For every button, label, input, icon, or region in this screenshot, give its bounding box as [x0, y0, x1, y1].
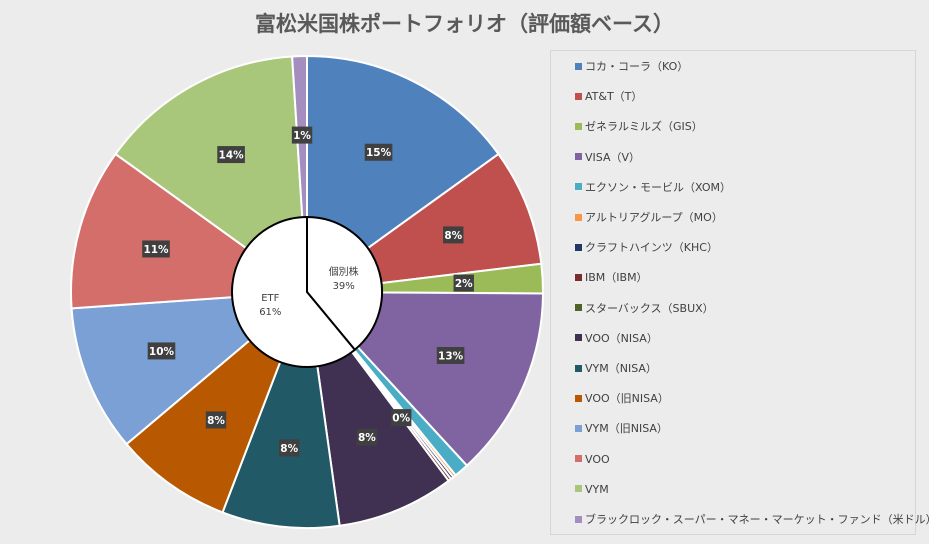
- legend-swatch: [575, 213, 582, 221]
- data-label-box: [436, 346, 465, 364]
- legend-swatch: [575, 304, 582, 312]
- data-label-box: [443, 226, 464, 244]
- data-label-box: [291, 126, 313, 144]
- data-label: 11%: [143, 244, 169, 256]
- data-label-box: [217, 146, 245, 164]
- legend-label: アルトリアグループ（MO）: [585, 211, 723, 224]
- legend-item: VYM: [575, 482, 609, 498]
- legend-label: VOO（NISA）: [585, 331, 658, 345]
- data-label: 13%: [438, 350, 464, 362]
- legend-swatch: [575, 183, 582, 191]
- inner-pie-slice: [306, 215, 383, 352]
- data-label: 8%: [280, 443, 298, 455]
- legend-swatch: [575, 62, 582, 70]
- inner-percent-label: 39%: [333, 281, 355, 292]
- data-label-box: [147, 342, 176, 360]
- inner-percent-label: 61%: [259, 307, 281, 318]
- legend-label: エクソン・モービル（XOM）: [585, 180, 731, 194]
- legend-item: VOO（NISA）: [575, 331, 658, 347]
- legend-swatch: [575, 364, 582, 372]
- data-label-box: [390, 409, 412, 427]
- data-label: 14%: [219, 150, 245, 162]
- legend-label: VYM（NISA）: [585, 362, 657, 375]
- data-label: 8%: [358, 432, 376, 444]
- legend-label: ゼネラルミルズ（GIS）: [585, 120, 703, 134]
- inner-pie-slice: [231, 215, 357, 368]
- legend-label: VYM（旧NISA）: [585, 422, 668, 436]
- legend-item: VOO: [575, 452, 610, 468]
- legend-swatch: [575, 455, 582, 463]
- legend-item: ゼネラルミルズ（GIS）: [575, 119, 703, 135]
- data-label-box: [364, 143, 393, 161]
- legend-item: クラフトハインツ（KHC）: [575, 240, 718, 256]
- legend-item: スターバックス（SBUX）: [575, 301, 714, 317]
- legend-swatch: [575, 153, 582, 161]
- data-label: 8%: [207, 415, 225, 427]
- legend-label: VOO: [585, 452, 610, 466]
- data-label-box: [453, 274, 474, 292]
- data-label-box: [279, 439, 300, 457]
- inner-category-label: ETF: [261, 293, 279, 304]
- legend-swatch: [575, 515, 582, 523]
- legend-label: IBM（IBM）: [585, 271, 648, 285]
- legend-item: VYM（NISA）: [575, 361, 657, 377]
- data-label-box: [205, 411, 227, 429]
- legend-swatch: [575, 394, 582, 402]
- legend-label: VISA（V）: [585, 150, 641, 164]
- legend-label: ブラックロック・スーパー・マネー・マーケット・ファンド（米ドル）: [585, 513, 929, 526]
- legend-label: スターバックス（SBUX）: [585, 301, 714, 315]
- legend-item: コカ・コーラ（KO）: [575, 59, 688, 75]
- legend-item: アルトリアグループ（MO）: [575, 210, 723, 226]
- legend-label: VYM: [585, 482, 609, 496]
- legend-label: コカ・コーラ（KO）: [585, 60, 689, 73]
- legend: コカ・コーラ（KO） AT&T（T） ゼネラルミルズ（GIS） VISA（V） エクソン…: [550, 50, 929, 535]
- legend-label: VOO（旧NISA）: [585, 392, 669, 406]
- data-label-box: [356, 428, 378, 446]
- legend-item: ブラックロック・スーパー・マネー・マーケット・ファンド（米ドル）: [575, 512, 929, 528]
- legend-swatch: [575, 273, 582, 281]
- inner-category-label: 個別株: [329, 265, 359, 278]
- legend-label: AT&T（T）: [585, 90, 643, 104]
- legend-swatch: [575, 122, 582, 130]
- data-label: 0%: [392, 413, 410, 425]
- legend-item: VYM（旧NISA）: [575, 421, 668, 437]
- legend-swatch: [575, 424, 582, 432]
- data-label: 8%: [444, 230, 462, 242]
- legend-item: AT&T（T）: [575, 89, 642, 105]
- legend-item: IBM（IBM）: [575, 270, 648, 286]
- data-label: 15%: [366, 147, 392, 159]
- data-label-box: [142, 240, 170, 258]
- legend-swatch: [575, 485, 582, 493]
- data-label: 2%: [455, 278, 473, 290]
- legend-item: エクソン・モービル（XOM）: [575, 180, 731, 196]
- legend-swatch: [575, 92, 582, 100]
- legend-swatch: [575, 243, 582, 251]
- legend-item: VISA（V）: [575, 150, 640, 166]
- legend-swatch: [575, 334, 582, 342]
- data-label: 10%: [149, 346, 175, 358]
- data-label: 1%: [293, 130, 311, 142]
- legend-label: クラフトハインツ（KHC）: [585, 241, 718, 255]
- chart-title: 富松米国株ポートフォリオ（評価額ベース）: [255, 12, 674, 36]
- legend-item: VOO（旧NISA）: [575, 391, 669, 407]
